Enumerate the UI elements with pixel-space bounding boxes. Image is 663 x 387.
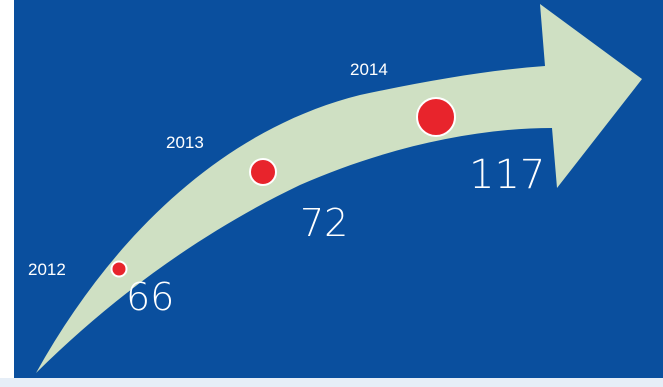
year-label-2013: 2013 [166, 133, 204, 152]
value-label-2014: 117 [469, 152, 546, 198]
value-label-2013: 72 [300, 201, 349, 245]
year-label-2014: 2014 [350, 60, 388, 79]
marker-2012 [110, 260, 128, 278]
bottom-strip [0, 378, 663, 387]
marker-2014 [416, 97, 456, 137]
marker-2013 [249, 158, 277, 186]
value-label-2012: 66 [126, 275, 175, 319]
growth-arrow [36, 4, 642, 373]
year-label-2012: 2012 [28, 260, 66, 279]
